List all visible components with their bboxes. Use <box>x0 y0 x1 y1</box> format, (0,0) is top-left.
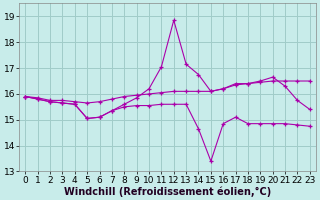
X-axis label: Windchill (Refroidissement éolien,°C): Windchill (Refroidissement éolien,°C) <box>64 186 271 197</box>
